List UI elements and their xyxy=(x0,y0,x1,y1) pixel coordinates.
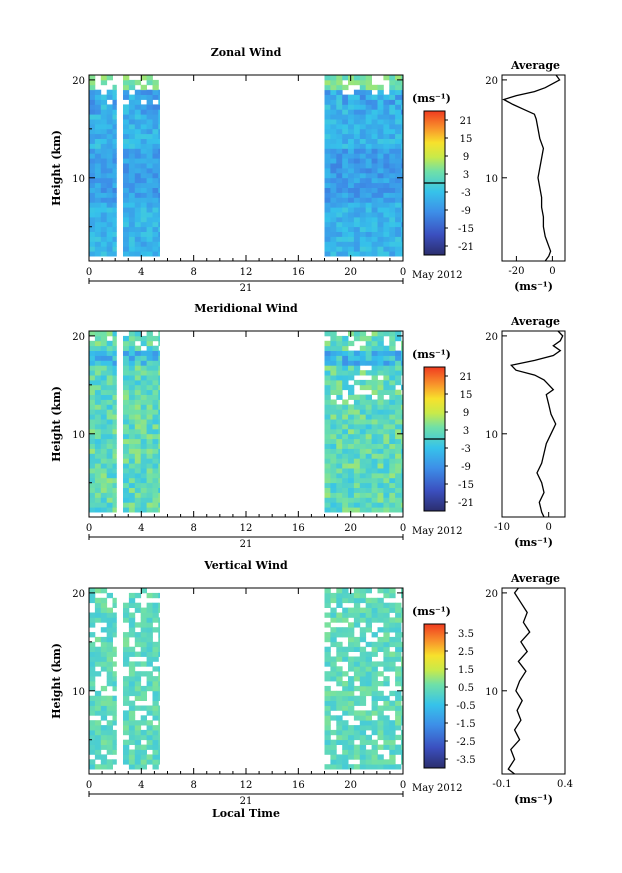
colorbar-tick-label: -3 xyxy=(461,444,471,455)
x-tick-label: 0 xyxy=(400,780,406,791)
x-tick-label: 0 xyxy=(86,523,92,534)
date-day: 21 xyxy=(240,539,253,550)
colorbar-tick-label: 15 xyxy=(460,134,473,145)
x-tick-label: 0 xyxy=(86,780,92,791)
colorbar-tick-label: 3 xyxy=(463,170,469,181)
colorbar-tick-label: -3.5 xyxy=(456,755,475,766)
y-tick-label: 10 xyxy=(72,430,85,441)
colorbar-tick-label: 3 xyxy=(463,426,469,437)
colorbar-tick-label: -9 xyxy=(461,206,471,217)
heatmap-cells xyxy=(89,331,404,513)
heatmap-cells xyxy=(89,588,404,770)
colorbar-tick-label: -3 xyxy=(461,188,471,199)
x-tick-label: 20 xyxy=(344,523,357,534)
profile-frame xyxy=(501,587,566,775)
x-tick-label: 4 xyxy=(138,523,144,534)
panel-vertical: Vertical Wind 0 4 8 12 16 20 0 10 20 Height (km) 21… xyxy=(50,559,573,820)
profile-y-tick-label: 20 xyxy=(485,332,498,343)
panel-meridional: Meridional Wind 0 4 8 12 16 20 0 10 20 Height (km)… xyxy=(50,302,566,550)
x-tick-label: 16 xyxy=(292,780,305,791)
colorbar-tick-label: 1.5 xyxy=(458,665,474,676)
y-axis-label: Height (km) xyxy=(50,386,63,462)
x-tick-label: 16 xyxy=(292,523,305,534)
y-tick-label: 20 xyxy=(72,76,85,87)
profile-y-tick-label: 10 xyxy=(485,430,498,441)
x-tick-label: 20 xyxy=(344,780,357,791)
x-tick-label: 16 xyxy=(292,267,305,278)
colorbar-tick-label: -9 xyxy=(461,462,471,473)
colorbar xyxy=(423,623,446,769)
x-tick-label: 12 xyxy=(240,267,253,278)
x-tick-label: 8 xyxy=(190,523,196,534)
profile-line xyxy=(507,587,531,775)
profile-x-tick-label: -20 xyxy=(508,266,524,277)
profile-line xyxy=(502,74,561,262)
profile-x-tick-label: 0.4 xyxy=(557,779,573,790)
colorbar-unit: (ms⁻¹) xyxy=(412,92,451,105)
colorbar-tick-label: 15 xyxy=(460,390,473,401)
colorbar-tick-label: 21 xyxy=(460,372,473,383)
x-tick-label: 4 xyxy=(138,267,144,278)
colorbar-tick-label: 3.5 xyxy=(458,629,474,640)
date-label: May 2012 xyxy=(412,783,462,794)
date-day: 21 xyxy=(240,283,253,294)
profile-frame xyxy=(501,74,566,262)
x-tick-label: 4 xyxy=(138,780,144,791)
colorbar-tick-label: -15 xyxy=(458,224,474,235)
profile-line xyxy=(510,330,564,518)
profile-frame xyxy=(501,330,566,518)
x-tick-label: 8 xyxy=(190,780,196,791)
profile-title: Average xyxy=(510,315,560,328)
profile-title: Average xyxy=(510,59,560,72)
profile-title: Average xyxy=(510,572,560,585)
profile-x-tick-label: -10 xyxy=(494,522,510,533)
x-tick-label: 0 xyxy=(400,523,406,534)
panel-title: Meridional Wind xyxy=(194,302,298,315)
colorbar-tick-label: -15 xyxy=(458,480,474,491)
colorbar-tick-label: -2.5 xyxy=(456,737,475,748)
profile-x-label: (ms⁻¹) xyxy=(514,793,553,806)
profile-y-tick-label: 20 xyxy=(485,589,498,600)
colorbar-tick-label: 2.5 xyxy=(458,647,474,658)
x-axis-label: Local Time xyxy=(212,807,280,820)
heatmap-cells xyxy=(89,75,404,257)
y-axis-label: Height (km) xyxy=(50,130,63,206)
x-tick-label: 8 xyxy=(190,267,196,278)
x-tick-label: 0 xyxy=(400,267,406,278)
date-label: May 2012 xyxy=(412,270,462,281)
profile-y-tick-label: 20 xyxy=(485,76,498,87)
profile-x-tick-label: -0.1 xyxy=(492,779,511,790)
x-tick-label: 12 xyxy=(240,780,253,791)
profile-x-label: (ms⁻¹) xyxy=(514,536,553,549)
date-label: May 2012 xyxy=(412,526,462,537)
profile-y-tick-label: 10 xyxy=(485,174,498,185)
colorbar-tick-label: -21 xyxy=(458,498,474,509)
date-day: 21 xyxy=(240,796,253,807)
colorbar-tick-label: -21 xyxy=(458,242,474,253)
panel-zonal: Zonal Wind 0 4 8 12 16 20 0 10 20 Height (km) 21 May… xyxy=(50,46,566,294)
profile-y-tick-label: 10 xyxy=(485,687,498,698)
y-tick-label: 10 xyxy=(72,174,85,185)
x-tick-label: 20 xyxy=(344,267,357,278)
panel-title: Vertical Wind xyxy=(203,559,288,572)
colorbar-tick-label: 9 xyxy=(463,408,469,419)
colorbar-tick-label: -0.5 xyxy=(456,701,475,712)
colorbar-tick-label: -1.5 xyxy=(456,719,475,730)
profile-x-label: (ms⁻¹) xyxy=(514,280,553,293)
colorbar-tick-label: 0.5 xyxy=(458,683,474,694)
colorbar-tick-label: 9 xyxy=(463,152,469,163)
colorbar-unit: (ms⁻¹) xyxy=(412,348,451,361)
y-axis-label: Height (km) xyxy=(50,643,63,719)
profile-x-tick-label: 0 xyxy=(545,522,551,533)
y-tick-label: 10 xyxy=(72,687,85,698)
colorbar-tick-label: 21 xyxy=(460,116,473,127)
colorbar-unit: (ms⁻¹) xyxy=(412,605,451,618)
panel-title: Zonal Wind xyxy=(211,46,282,59)
y-tick-label: 20 xyxy=(72,589,85,600)
x-tick-label: 12 xyxy=(240,523,253,534)
profile-x-tick-label: 0 xyxy=(549,266,555,277)
y-tick-label: 20 xyxy=(72,332,85,343)
x-tick-label: 0 xyxy=(86,267,92,278)
